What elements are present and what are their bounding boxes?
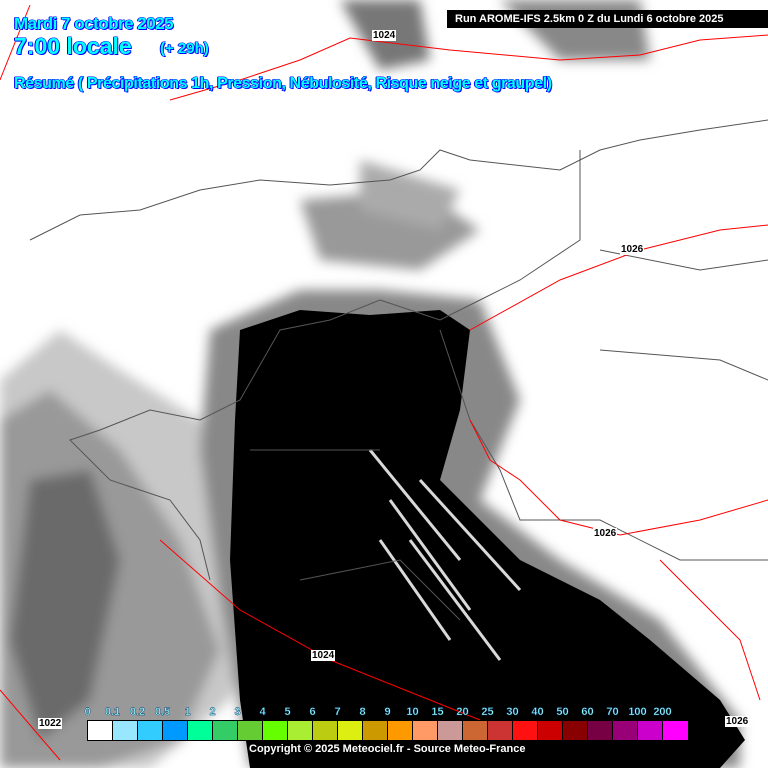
legend-label: 70 [606,706,619,718]
legend-swatch [288,721,313,740]
legend-label: 5 [284,706,291,718]
forecast-date: Mardi 7 octobre 2025 [13,14,174,34]
isobar-label: 1026 [593,528,618,539]
legend-swatch [163,721,188,740]
isobar-label: 1022 [38,718,63,729]
copyright: Copyright © 2025 Meteociel.fr - Source M… [249,743,526,755]
legend-swatch [88,721,113,740]
legend-swatch [113,721,138,740]
isobar-label: 1024 [372,30,397,41]
legend-swatch [188,721,213,740]
legend-label: 40 [531,706,544,718]
legend-swatch [663,721,688,740]
legend-label: 50 [556,706,569,718]
legend-label: 0.2 [129,706,146,718]
legend-swatch [263,721,288,740]
legend-label: 2 [209,706,216,718]
legend-swatch [388,721,413,740]
legend-swatch [538,721,563,740]
legend-swatch [213,721,238,740]
legend-swatch [588,721,613,740]
legend-label: 20 [456,706,469,718]
legend-labels: 0 0.1 0.2 0.5 1 2 3 4 5 6 7 8 9 10 15 20 25 30 40 50 60 70 100… [75,706,700,720]
forecast-time: 7:00 locale [14,33,133,60]
legend-swatch [138,721,163,740]
map-summary-title: Résumé ( Précipitations 1h, Pression, Né… [14,75,553,93]
cloud-gaps [368,449,522,661]
legend-label: 1 [184,706,191,718]
legend-label: 0.5 [154,706,171,718]
legend-swatch [613,721,638,740]
legend-label: 10 [406,706,419,718]
legend-swatch [238,721,263,740]
legend-swatch [313,721,338,740]
forecast-offset: (+ 29h) [160,40,210,58]
legend-swatch [563,721,588,740]
legend-swatch [363,721,388,740]
isobar-label: 1026 [725,716,750,727]
isobar-label: 1024 [311,650,336,661]
legend-swatch [463,721,488,740]
legend-swatch [338,721,363,740]
isobar-label: 1026 [620,244,645,255]
legend-label: 7 [334,706,341,718]
legend-label: 25 [481,706,494,718]
legend-label: 6 [309,706,316,718]
legend-swatch [413,721,438,740]
legend-label: 15 [431,706,444,718]
heavy-cloud-core [230,310,745,768]
legend-label: 8 [359,706,366,718]
legend-swatch [438,721,463,740]
legend-label: 4 [259,706,266,718]
legend-swatch [638,721,663,740]
legend-label: 60 [581,706,594,718]
precipitation-legend [87,720,689,741]
legend-swatch [513,721,538,740]
legend-label: 3 [234,706,241,718]
legend-label: 9 [384,706,391,718]
legend-label: 0.1 [104,706,121,718]
legend-swatch [488,721,513,740]
legend-label: 200 [653,706,672,718]
model-run-banner: Run AROME-IFS 2.5km 0 Z du Lundi 6 octob… [447,10,768,28]
legend-label: 0 [84,706,91,718]
legend-label: 30 [506,706,519,718]
legend-label: 100 [628,706,647,718]
